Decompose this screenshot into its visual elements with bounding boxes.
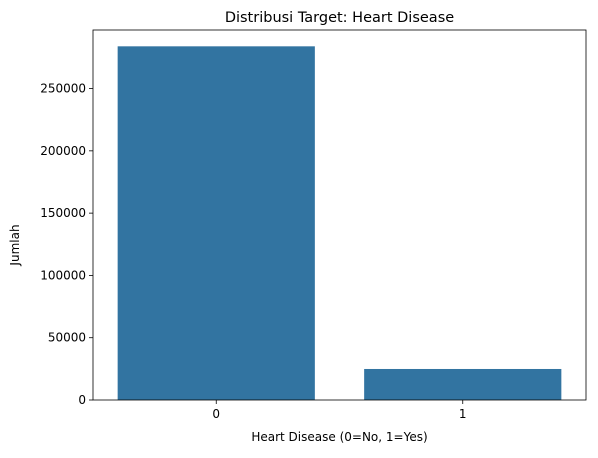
x-axis-label: Heart Disease (0=No, 1=Yes) xyxy=(251,430,427,444)
x-tick-label-1: 1 xyxy=(459,407,467,421)
bar-1 xyxy=(364,368,562,400)
y-tick-label-150000: 150000 xyxy=(40,206,86,220)
bars-layer xyxy=(117,46,562,401)
chart-title: Distribusi Target: Heart Disease xyxy=(225,10,454,26)
x-tick-label-0: 0 xyxy=(212,407,220,421)
y-tick-label-100000: 100000 xyxy=(40,268,86,282)
y-tick-label-250000: 250000 xyxy=(40,82,86,96)
axes-layer: 0 1 0 50000 100000 150000 200000 250000 xyxy=(40,29,587,421)
y-tick-label-200000: 200000 xyxy=(40,144,86,158)
y-tick-label-50000: 50000 xyxy=(48,331,86,345)
bar-0 xyxy=(117,46,315,401)
y-axis-label: Jumlah xyxy=(8,224,22,266)
plot-frame xyxy=(92,29,587,401)
y-tick-label-0: 0 xyxy=(78,393,86,407)
